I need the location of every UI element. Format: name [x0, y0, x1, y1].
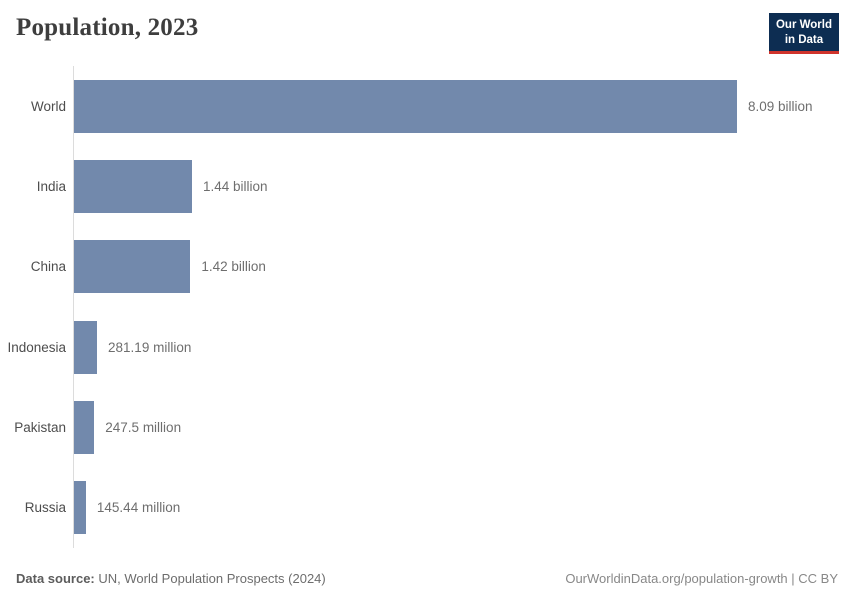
chart-rows: World 8.09 billion India 1.44 billion China 1… — [0, 66, 850, 548]
value-label: 8.09 billion — [748, 98, 813, 114]
value-label: 1.42 billion — [201, 259, 266, 275]
chart-title: Population, 2023 — [16, 14, 199, 41]
bar-pakistan[interactable] — [74, 400, 95, 454]
value-label: 281.19 million — [108, 339, 192, 355]
bar-track: 1.44 billion — [73, 159, 850, 213]
chart-row: Pakistan 247.5 million — [0, 387, 850, 467]
bar-chart: World 8.09 billion India 1.44 billion China 1… — [0, 66, 850, 548]
bar-india[interactable] — [74, 159, 192, 213]
bar-indonesia[interactable] — [74, 320, 98, 374]
data-source-label: Data source: — [16, 571, 95, 586]
owid-logo[interactable]: Our World in Data — [768, 13, 839, 55]
chart-row: China 1.42 billion — [0, 227, 850, 307]
category-label: Russia — [24, 500, 66, 516]
bar-china[interactable] — [74, 240, 191, 294]
chart-row: India 1.44 billion — [0, 146, 850, 226]
chart-row: World 8.09 billion — [0, 66, 850, 146]
value-label: 1.44 billion — [203, 178, 268, 194]
logo-line2: in Data — [784, 33, 824, 46]
chart-row: Indonesia 281.19 million — [0, 307, 850, 387]
bar-world[interactable] — [74, 79, 737, 133]
data-source-text: UN, World Population Prospects (2024) — [94, 571, 326, 586]
value-label: 145.44 million — [96, 500, 181, 516]
logo-line1: Our World — [775, 19, 832, 31]
bar-track: 8.09 billion — [73, 79, 850, 133]
bar-russia[interactable] — [74, 481, 86, 535]
category-label: India — [36, 178, 66, 194]
bar-track: 247.5 million — [73, 400, 850, 454]
chart-row: Russia 145.44 million — [0, 468, 850, 548]
attribution-link[interactable]: OurWorldinData.org/population-growth | C… — [565, 571, 838, 586]
y-axis-line — [73, 66, 74, 548]
chart-footer: Data source: UN, World Population Prospe… — [16, 571, 838, 586]
data-source: Data source: UN, World Population Prospe… — [16, 571, 326, 586]
category-label: Pakistan — [14, 419, 66, 435]
category-label: China — [30, 259, 66, 275]
bar-track: 1.42 billion — [73, 240, 850, 294]
bar-track: 145.44 million — [73, 481, 850, 535]
value-label: 247.5 million — [105, 419, 182, 435]
category-label: World — [30, 98, 66, 114]
bar-track: 281.19 million — [73, 320, 850, 374]
category-label: Indonesia — [7, 339, 66, 355]
